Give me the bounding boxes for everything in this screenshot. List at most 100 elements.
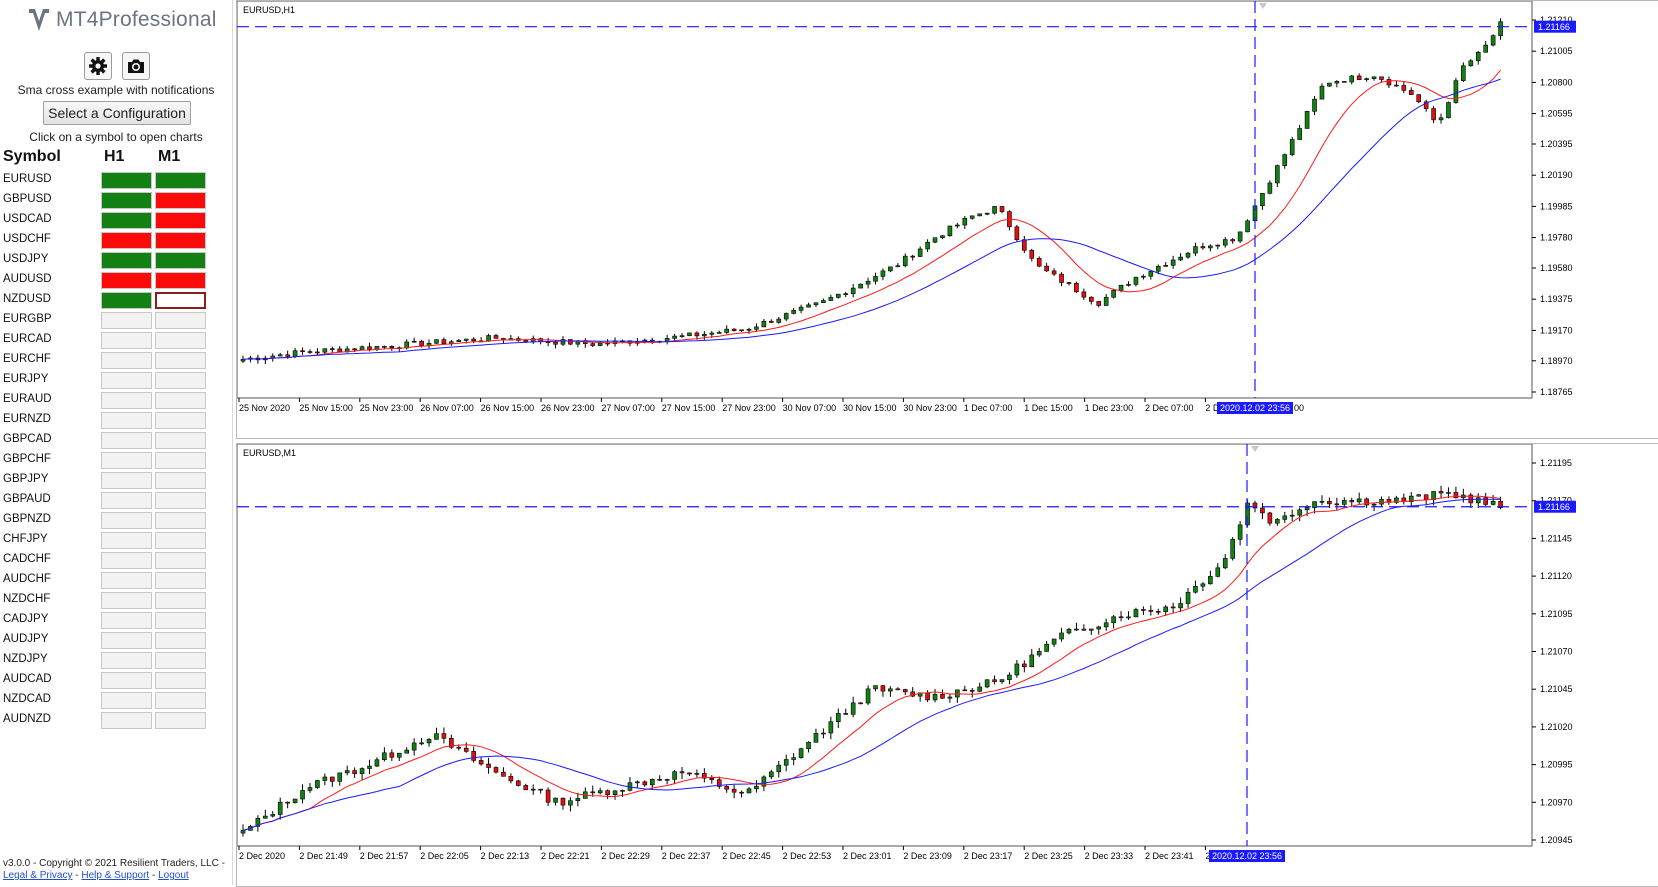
signal-cell-h1[interactable] bbox=[101, 232, 152, 249]
symbol-label[interactable]: GBPAUD bbox=[3, 493, 51, 505]
signal-cell-h1[interactable] bbox=[101, 632, 152, 649]
signal-cell-h1[interactable] bbox=[101, 472, 152, 489]
symbol-label[interactable]: AUDJPY bbox=[3, 633, 49, 645]
symbol-label[interactable]: AUDCHF bbox=[3, 573, 51, 585]
symbol-label[interactable]: NZDJPY bbox=[3, 653, 48, 665]
symbol-label[interactable]: EURAUD bbox=[3, 393, 52, 405]
signal-cell-m1[interactable] bbox=[155, 312, 206, 329]
logout-link[interactable]: Logout bbox=[158, 870, 189, 881]
symbol-label[interactable]: USDCAD bbox=[3, 213, 52, 225]
symbol-label[interactable]: EURCHF bbox=[3, 353, 51, 365]
symbol-label[interactable]: GBPNZD bbox=[3, 513, 51, 525]
screenshot-button[interactable] bbox=[122, 52, 150, 80]
signal-cell-h1[interactable] bbox=[101, 172, 152, 189]
signal-cell-m1[interactable] bbox=[155, 652, 206, 669]
signal-cell-m1[interactable] bbox=[155, 472, 206, 489]
signal-cell-m1[interactable] bbox=[155, 452, 206, 469]
signal-cell-h1[interactable] bbox=[101, 592, 152, 609]
help-support-link[interactable]: Help & Support bbox=[81, 870, 150, 881]
signal-cell-h1[interactable] bbox=[101, 252, 152, 269]
symbol-label[interactable]: EURUSD bbox=[3, 173, 52, 185]
symbol-label[interactable]: EURJPY bbox=[3, 373, 49, 385]
symbol-label[interactable]: EURGBP bbox=[3, 313, 52, 325]
chart-eurusd-m1[interactable]: EURUSD,M1 1.21195 1.21170 1.21145 1.21120 1.2… bbox=[236, 443, 1658, 887]
signal-cell-h1[interactable] bbox=[101, 692, 152, 709]
signal-cell-m1[interactable] bbox=[155, 192, 206, 209]
legal-privacy-link[interactable]: Legal & Privacy bbox=[3, 870, 73, 881]
signal-cell-h1[interactable] bbox=[101, 512, 152, 529]
symbol-label[interactable]: AUDUSD bbox=[3, 273, 52, 285]
candle-body bbox=[999, 679, 1005, 682]
signal-cell-m1[interactable] bbox=[155, 632, 206, 649]
signal-cell-m1[interactable] bbox=[155, 352, 206, 369]
signal-cell-h1[interactable] bbox=[101, 292, 152, 309]
signal-cell-m1[interactable] bbox=[155, 412, 206, 429]
symbol-label[interactable]: NZDCAD bbox=[3, 693, 51, 705]
signal-cell-m1[interactable] bbox=[155, 592, 206, 609]
signal-cell-h1[interactable] bbox=[101, 312, 152, 329]
symbol-label[interactable]: NZDUSD bbox=[3, 293, 51, 305]
signal-cell-h1[interactable] bbox=[101, 672, 152, 689]
symbol-label[interactable]: NZDCHF bbox=[3, 593, 51, 605]
signal-cell-m1[interactable] bbox=[155, 552, 206, 569]
signal-cell-h1[interactable] bbox=[101, 612, 152, 629]
signal-cell-h1[interactable] bbox=[101, 332, 152, 349]
candle-body bbox=[992, 206, 997, 214]
signal-cell-h1[interactable] bbox=[101, 412, 152, 429]
signal-cell-m1[interactable] bbox=[155, 712, 206, 729]
signal-cell-m1[interactable] bbox=[155, 212, 206, 229]
signal-cell-h1[interactable] bbox=[101, 712, 152, 729]
symbol-label[interactable]: GBPJPY bbox=[3, 473, 49, 485]
signal-cell-h1[interactable] bbox=[101, 652, 152, 669]
signal-cell-m1[interactable] bbox=[155, 572, 206, 589]
symbol-label[interactable]: AUDCAD bbox=[3, 673, 52, 685]
signal-cell-m1[interactable] bbox=[155, 532, 206, 549]
signal-cell-m1[interactable] bbox=[155, 232, 206, 249]
signal-cell-m1[interactable] bbox=[155, 612, 206, 629]
symbol-label[interactable]: USDCHF bbox=[3, 233, 51, 245]
signal-cell-m1[interactable] bbox=[155, 372, 206, 389]
signal-cell-h1[interactable] bbox=[101, 272, 152, 289]
symbol-label[interactable]: GBPCHF bbox=[3, 453, 51, 465]
signal-cell-m1[interactable] bbox=[155, 492, 206, 509]
signal-cell-h1[interactable] bbox=[101, 572, 152, 589]
signal-cell-h1[interactable] bbox=[101, 452, 152, 469]
signal-cell-h1[interactable] bbox=[101, 392, 152, 409]
symbol-label[interactable]: GBPCAD bbox=[3, 433, 52, 445]
signal-cell-h1[interactable] bbox=[101, 372, 152, 389]
signal-cell-m1[interactable] bbox=[155, 332, 206, 349]
chart-eurusd-h1[interactable]: EURUSD,H1 1.21210 1.21005 1.20800 1.20595 1.2… bbox=[236, 0, 1658, 439]
signal-cell-m1[interactable] bbox=[155, 432, 206, 449]
symbol-label[interactable]: EURNZD bbox=[3, 413, 51, 425]
signal-cell-h1[interactable] bbox=[101, 212, 152, 229]
signal-cell-h1[interactable] bbox=[101, 552, 152, 569]
signal-cell-m1[interactable] bbox=[155, 172, 206, 189]
signal-cell-m1[interactable] bbox=[155, 252, 206, 269]
signal-cell-h1[interactable] bbox=[101, 352, 152, 369]
signal-cell-h1[interactable] bbox=[101, 192, 152, 209]
select-configuration-button[interactable]: Select a Configuration bbox=[43, 101, 191, 125]
plot-area[interactable] bbox=[237, 1, 1533, 399]
chart-canvas-h1[interactable]: EURUSD,H1 1.21210 1.21005 1.20800 1.20595 1.2… bbox=[237, 1, 1658, 438]
signal-cell-m1[interactable] bbox=[155, 292, 206, 309]
candle-body bbox=[441, 733, 447, 739]
signal-cell-m1[interactable] bbox=[155, 512, 206, 529]
signal-cell-h1[interactable] bbox=[101, 532, 152, 549]
symbol-label[interactable]: CADCHF bbox=[3, 553, 51, 565]
plot-area[interactable] bbox=[237, 444, 1533, 847]
symbol-label[interactable]: EURCAD bbox=[3, 333, 52, 345]
chart-canvas-m1[interactable]: EURUSD,M1 1.21195 1.21170 1.21145 1.21120 1.2… bbox=[237, 444, 1658, 886]
symbol-label[interactable]: CHFJPY bbox=[3, 533, 48, 545]
signal-cell-h1[interactable] bbox=[101, 492, 152, 509]
signal-cell-m1[interactable] bbox=[155, 672, 206, 689]
symbol-label[interactable]: GBPUSD bbox=[3, 193, 52, 205]
signal-cell-m1[interactable] bbox=[155, 392, 206, 409]
signal-cell-m1[interactable] bbox=[155, 272, 206, 289]
candle-body bbox=[1022, 239, 1027, 251]
symbol-label[interactable]: AUDNZD bbox=[3, 713, 51, 725]
signal-cell-h1[interactable] bbox=[101, 432, 152, 449]
symbol-label[interactable]: CADJPY bbox=[3, 613, 49, 625]
signal-cell-m1[interactable] bbox=[155, 692, 206, 709]
symbol-label[interactable]: USDJPY bbox=[3, 253, 49, 265]
settings-button[interactable] bbox=[84, 52, 112, 80]
